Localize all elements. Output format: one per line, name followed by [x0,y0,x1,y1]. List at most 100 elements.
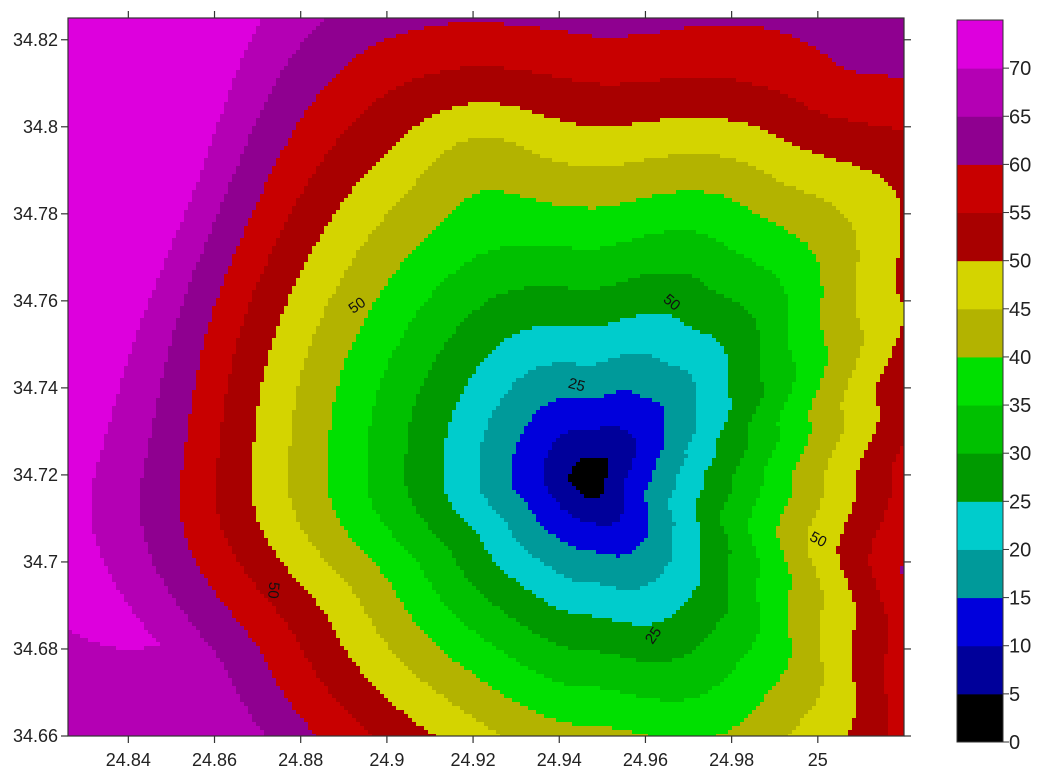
contour-band-cell [288,462,329,467]
contour-band-cell [892,466,904,471]
contour-band-cell [92,494,141,499]
contour-band-cell [544,466,573,471]
contour-band-cell [604,394,641,399]
contour-band-cell [888,630,904,635]
contour-band-cell [696,506,725,511]
contour-band-cell [328,486,369,491]
contour-band-cell [68,442,105,447]
contour-band-cell [232,174,269,179]
contour-band-cell [220,430,257,435]
contour-band-cell [888,638,904,643]
contour-band-cell [348,534,393,539]
contour-band-cell [620,82,753,87]
contour-band-cell [284,66,345,71]
contour-band-cell [528,502,561,507]
contour-band-cell [552,678,725,683]
contour-band-cell [784,406,813,411]
contour-band-cell [760,342,789,347]
contour-band-cell [820,650,853,655]
contour-band-cell [452,554,493,559]
contour-band-cell [352,190,409,195]
contour-band-cell [596,362,669,367]
contour-band-cell [624,486,649,491]
contour-band-cell [848,582,877,587]
contour-band-cell [660,402,697,407]
contour-band-cell [152,634,201,639]
contour-band-cell [68,106,225,111]
contour-band-cell [844,530,877,535]
contour-band-cell [480,490,517,495]
contour-band-cell [280,74,337,79]
contour-band-cell [856,474,893,479]
contour-band-cell [68,266,165,271]
contour-band-cell [292,286,337,291]
contour-band-cell [68,342,133,347]
contour-band-cell [648,534,673,539]
contour-band-cell [300,274,345,279]
contour-band-cell [372,406,413,411]
contour-band-cell [716,438,749,443]
contour-band-cell [620,202,741,207]
contour-band-cell [780,278,821,283]
contour-band-cell [328,430,369,435]
contour-band-cell [368,494,409,499]
contour-band-cell [876,582,904,587]
contour-band-cell [128,354,169,359]
contour-band-cell [444,650,505,655]
contour-band-cell [268,178,309,183]
contour-band-cell [812,398,845,403]
contour-band-cell [900,334,904,339]
contour-band-cell [68,202,189,207]
contour-band-cell [440,70,533,75]
contour-band-cell [344,366,389,371]
contour-band-cell [356,718,413,723]
contour-band-cell [252,214,289,219]
contour-band-cell [208,150,245,155]
contour-band-cell [392,206,457,211]
x-tick-label: 24.96 [623,750,668,770]
contour-band-cell [696,422,725,427]
contour-band-cell [384,218,445,223]
contour-band-cell [68,590,121,595]
contour-band-cell [856,238,901,243]
contour-band-cell [896,278,904,283]
contour-band-cell [348,650,393,655]
contour-band-cell [312,250,357,255]
contour-band-cell [796,234,857,239]
contour-band-cell [348,266,401,271]
contour-band-cell [148,442,185,447]
contour-band-cell [344,646,389,651]
contour-band-cell [68,418,113,423]
contour-band-cell [424,518,465,523]
contour-band-cell [68,50,245,55]
contour-band-cell [284,146,333,151]
contour-band-cell [344,270,397,275]
contour-band-cell [468,522,509,527]
contour-band-cell [68,714,253,719]
contour-band-cell [884,654,904,659]
contour-band-cell [156,638,205,643]
contour-band-cell [268,98,317,103]
contour-band-cell [228,94,269,99]
contour-band-cell [424,570,465,575]
contour-band-cell [68,598,125,603]
contour-band-cell [820,690,857,695]
contour-band-cell [792,350,829,355]
contour-band-cell [688,598,729,603]
contour-band-cell [232,370,265,375]
contour-band-cell [544,474,569,479]
contour-band-cell [292,410,333,415]
contour-band-cell [180,482,217,487]
contour-band-cell [232,362,269,367]
contour-band-cell [700,550,733,555]
contour-band-cell [200,362,233,367]
contour-band-cell [624,510,649,515]
contour-band-cell [460,514,501,519]
contour-band-cell [328,686,377,691]
contour-band-cell [900,254,904,259]
contour-band-cell [68,594,125,599]
contour-band-cell [524,146,801,151]
contour-band-cell [752,82,904,87]
contour-band-cell [844,426,877,431]
contour-band-cell [252,478,289,483]
